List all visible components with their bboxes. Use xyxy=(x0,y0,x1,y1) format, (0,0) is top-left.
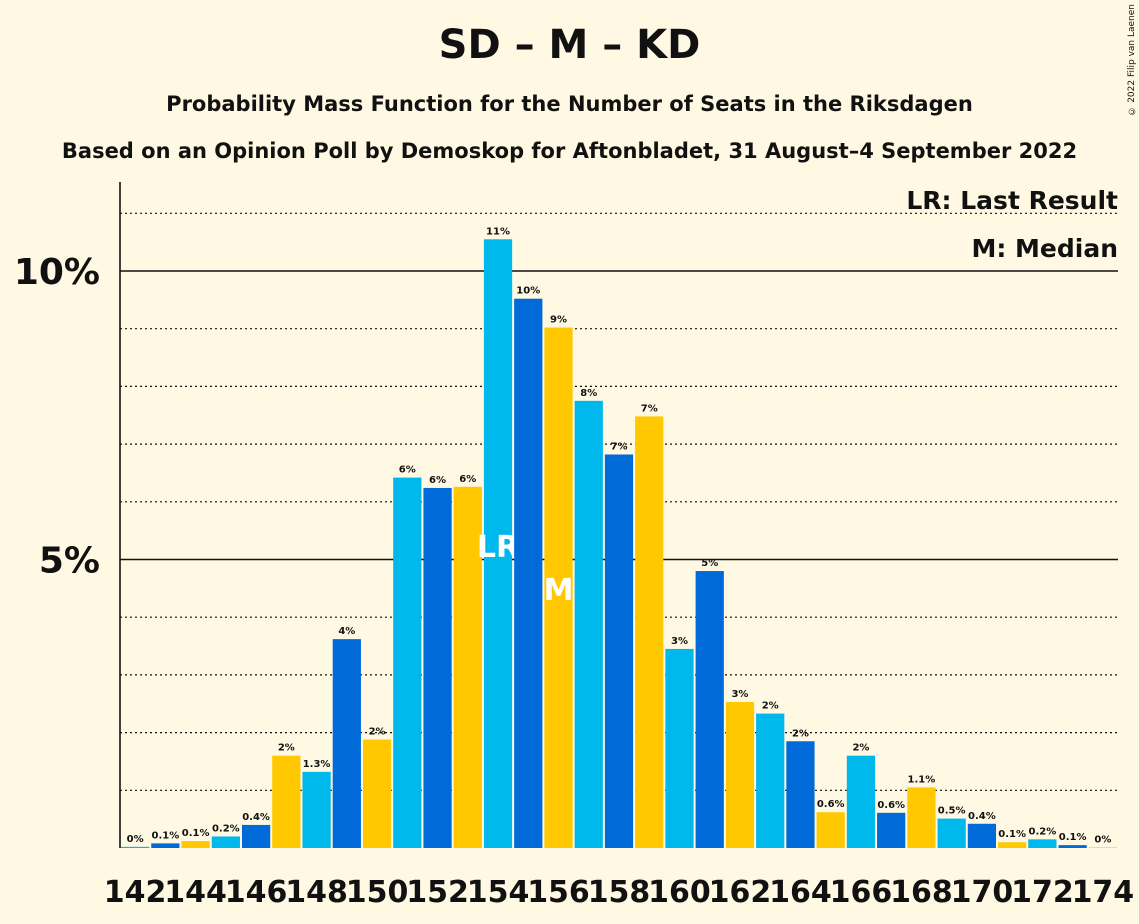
bar-seat-169 xyxy=(937,818,966,848)
y-tick-label: 10% xyxy=(14,252,100,293)
bar-seat-167 xyxy=(877,812,906,848)
bar-seat-144 xyxy=(181,841,210,848)
x-tick-label: 144 xyxy=(164,875,227,910)
bar-seat-143 xyxy=(151,843,180,848)
data-label: 0.6% xyxy=(877,800,905,811)
bar-seat-146 xyxy=(241,824,271,848)
data-label: 0.1% xyxy=(1059,832,1087,843)
bar-seat-148 xyxy=(302,771,331,848)
x-tick-label: 156 xyxy=(527,875,590,910)
bar-seat-147 xyxy=(272,755,301,848)
x-tick-label: 152 xyxy=(406,875,469,910)
x-tick-label: 166 xyxy=(830,875,893,910)
data-label: 4% xyxy=(338,626,355,637)
x-tick-label: 160 xyxy=(648,875,711,910)
data-label: 11% xyxy=(486,226,510,237)
data-label: 5% xyxy=(701,558,718,569)
bar-seat-156 xyxy=(544,327,573,848)
bar-seat-166 xyxy=(846,755,876,848)
data-label: 2% xyxy=(369,727,386,738)
data-label: 8% xyxy=(580,388,597,399)
x-tick-label: 150 xyxy=(346,875,409,910)
chart-source-line: Based on an Opinion Poll by Demoskop for… xyxy=(61,139,1078,163)
data-label: 9% xyxy=(550,315,567,326)
last-result-mark: LR xyxy=(477,530,519,565)
x-tick-label: 158 xyxy=(588,875,651,910)
x-tick-label: 168 xyxy=(890,875,953,910)
bar-seat-152 xyxy=(423,487,452,848)
chart-subtitle: Probability Mass Function for the Number… xyxy=(166,92,973,116)
bar-seat-149 xyxy=(332,639,361,848)
data-label: 6% xyxy=(399,465,416,476)
bar-seat-170 xyxy=(967,823,997,848)
median-mark: M xyxy=(544,573,574,608)
data-label: 6% xyxy=(459,474,476,485)
data-label: 0.2% xyxy=(1029,826,1057,837)
data-label: 0% xyxy=(1094,834,1111,845)
bar-seat-151 xyxy=(393,477,422,848)
bar-seat-164 xyxy=(786,741,815,848)
bar-seat-158 xyxy=(604,454,634,848)
data-label: 2% xyxy=(852,743,869,754)
data-label: 0.1% xyxy=(182,828,210,839)
x-tick-label: 142 xyxy=(104,875,167,910)
data-label: 0.1% xyxy=(151,830,179,841)
legend-median: M: Median xyxy=(971,234,1118,263)
y-tick-label: 5% xyxy=(39,541,100,582)
x-tick-label: 146 xyxy=(225,875,288,910)
data-label: 1.1% xyxy=(908,774,936,785)
bar-seat-165 xyxy=(816,812,845,848)
x-tick-label: 162 xyxy=(709,875,772,910)
bar-seat-160 xyxy=(665,648,694,848)
data-label: 6% xyxy=(429,475,446,486)
data-label: 0.4% xyxy=(242,812,270,823)
data-label: 0.2% xyxy=(212,823,240,834)
legend-last-result: LR: Last Result xyxy=(906,186,1118,215)
bar-seat-174 xyxy=(1088,847,1117,848)
data-label: 3% xyxy=(671,636,688,647)
x-tick-label: 154 xyxy=(467,875,530,910)
x-tick-label: 174 xyxy=(1072,875,1135,910)
x-tick-label: 164 xyxy=(769,875,832,910)
bar-seat-171 xyxy=(998,842,1027,848)
data-label: 7% xyxy=(641,403,658,414)
data-label: 3% xyxy=(731,689,748,700)
bar-seat-163 xyxy=(756,713,785,848)
x-tick-label: 148 xyxy=(285,875,348,910)
bar-seat-168 xyxy=(907,787,936,848)
x-tick-label: 172 xyxy=(1011,875,1074,910)
data-label: 7% xyxy=(611,441,628,452)
data-label: 0.6% xyxy=(817,799,845,810)
bar-seat-173 xyxy=(1058,845,1087,848)
bar-seat-145 xyxy=(211,836,240,848)
bar-seat-155 xyxy=(514,298,543,848)
bar-seat-150 xyxy=(362,739,392,848)
data-label: 0% xyxy=(127,834,144,845)
bar-seat-142 xyxy=(121,846,150,848)
data-label: 2% xyxy=(762,701,779,712)
bar-seat-154 xyxy=(483,239,513,848)
chart-title: SD – M – KD xyxy=(438,22,701,68)
bar-seat-159 xyxy=(635,416,664,848)
data-label: 1.3% xyxy=(303,759,331,770)
data-label: 0.1% xyxy=(998,829,1026,840)
data-label: 0.4% xyxy=(968,811,996,822)
bar-seat-162 xyxy=(725,702,755,848)
bar-seat-172 xyxy=(1028,839,1057,848)
bar-seat-161 xyxy=(695,571,724,848)
data-label: 2% xyxy=(278,743,295,754)
x-tick-label: 170 xyxy=(951,875,1014,910)
bar-seat-153 xyxy=(453,486,482,848)
data-label: 2% xyxy=(792,728,809,739)
bar-seat-157 xyxy=(574,400,603,848)
data-label: 0.5% xyxy=(938,806,966,817)
data-label: 10% xyxy=(516,286,540,297)
